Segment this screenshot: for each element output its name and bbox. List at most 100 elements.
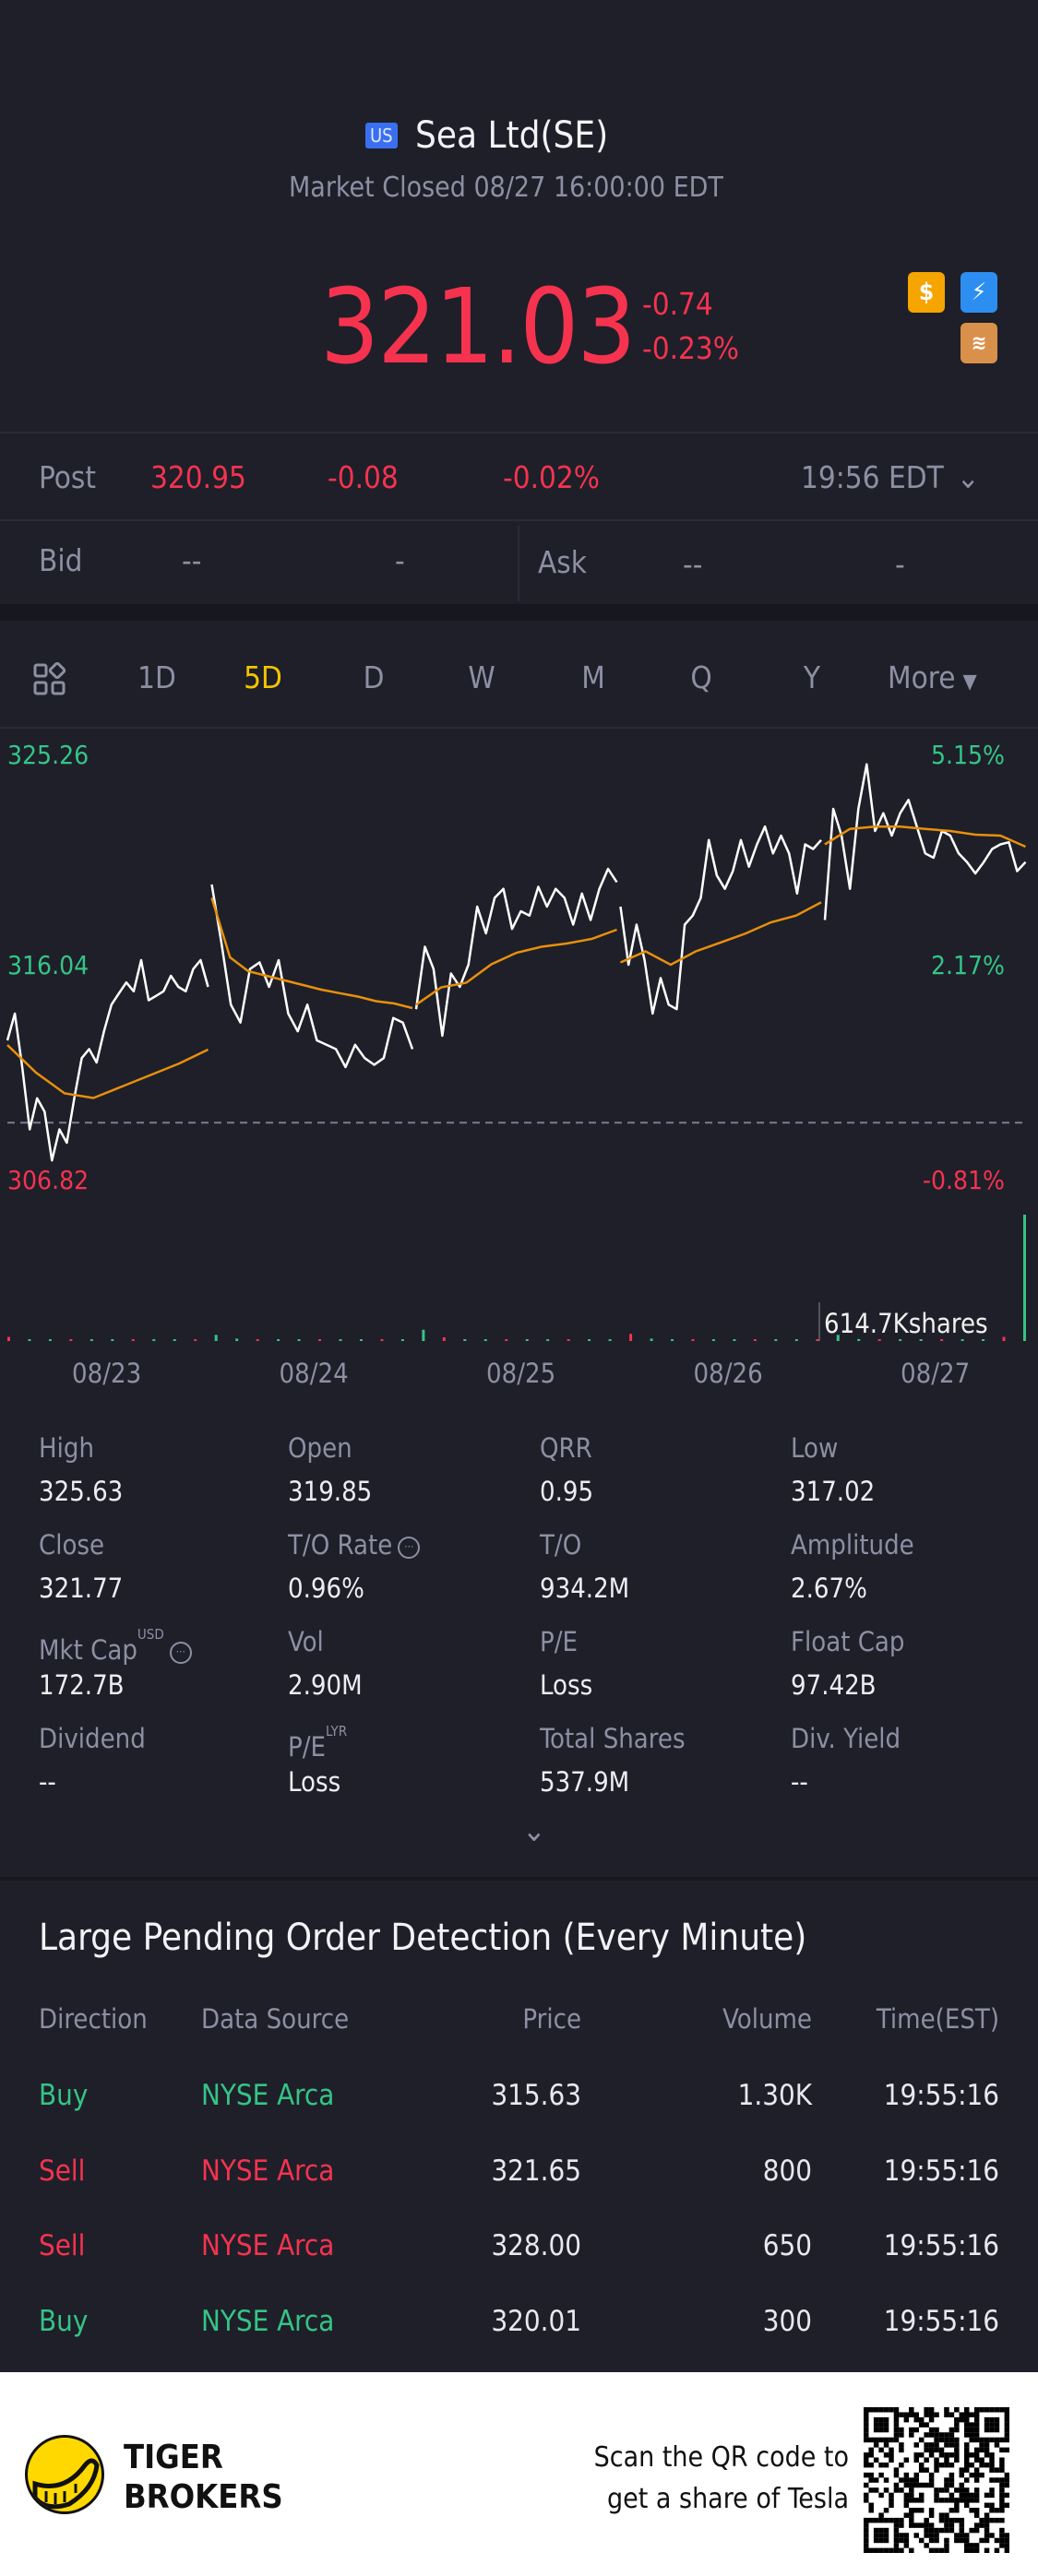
order-source: NYSE Arca bbox=[201, 2154, 335, 2188]
y-label-mid: 316.04 bbox=[7, 950, 89, 980]
stat-label: Open bbox=[288, 1432, 352, 1464]
tab-d[interactable]: D bbox=[363, 659, 385, 695]
avg-price-line bbox=[824, 825, 1027, 849]
stat-value: 319.85 bbox=[288, 1476, 373, 1507]
bid-label: Bid bbox=[39, 542, 83, 578]
price-change: -0.74 bbox=[642, 286, 713, 322]
stat-label: High bbox=[39, 1432, 94, 1464]
volume-bar bbox=[982, 1339, 985, 1341]
caret-down-icon: ▼ bbox=[962, 671, 977, 694]
volume-bar bbox=[940, 1339, 944, 1341]
x-label: 08/25 bbox=[486, 1358, 556, 1389]
stat-label: T/O bbox=[540, 1529, 582, 1561]
volume-bar bbox=[753, 1339, 757, 1341]
volume-bar bbox=[919, 1339, 923, 1341]
pct-label-mid: 2.17% bbox=[930, 950, 1005, 980]
volume-bar bbox=[567, 1339, 570, 1341]
order-source: NYSE Arca bbox=[201, 2079, 335, 2112]
volume-bar bbox=[1023, 1215, 1026, 1341]
volume-bar bbox=[733, 1339, 736, 1341]
price-chart[interactable] bbox=[0, 729, 1038, 1402]
post-change-pct: -0.02% bbox=[503, 459, 601, 495]
info-icon[interactable]: ··· bbox=[398, 1537, 421, 1559]
tab-y[interactable]: Y bbox=[803, 659, 821, 695]
tab-1d[interactable]: 1D bbox=[137, 659, 176, 695]
volume-bar bbox=[277, 1339, 280, 1341]
info-icon[interactable]: ··· bbox=[169, 1642, 192, 1664]
stat-value: 537.9M bbox=[540, 1766, 630, 1798]
price-line bbox=[619, 825, 822, 1015]
x-label: 08/24 bbox=[279, 1358, 349, 1389]
stat-value: 934.2M bbox=[540, 1573, 630, 1604]
tab-w[interactable]: W bbox=[468, 659, 495, 695]
x-label: 08/27 bbox=[901, 1358, 971, 1389]
ask-size: - bbox=[895, 546, 905, 582]
bid-size: - bbox=[395, 542, 405, 578]
qr-code bbox=[864, 2407, 1009, 2553]
tiger-logo-icon bbox=[25, 2435, 104, 2514]
bid-price: -- bbox=[182, 542, 202, 578]
tab-5d[interactable]: 5D bbox=[244, 659, 282, 695]
order-time: 19:55:16 bbox=[883, 2154, 999, 2188]
volume-bar bbox=[525, 1339, 529, 1341]
volume-bar bbox=[836, 1335, 840, 1341]
volume-bar bbox=[442, 1336, 446, 1341]
volume-bar bbox=[69, 1339, 73, 1341]
post-time-dropdown[interactable]: 19:56 EDT ⌄ bbox=[801, 459, 980, 495]
header-time: Time(EST) bbox=[876, 2003, 999, 2035]
tab-m[interactable]: M bbox=[581, 659, 605, 695]
volume-bar bbox=[111, 1339, 114, 1341]
layers-icon[interactable]: ≋ bbox=[960, 323, 997, 363]
stat-value: 317.02 bbox=[791, 1476, 876, 1507]
volume-bar bbox=[505, 1339, 508, 1341]
order-direction: Buy bbox=[39, 2304, 89, 2338]
volume-bar bbox=[1002, 1336, 1006, 1341]
volume-bar bbox=[629, 1334, 633, 1341]
stat-label: P/ELYR bbox=[288, 1723, 348, 1763]
post-change: -0.08 bbox=[328, 459, 399, 495]
volume-bar bbox=[463, 1339, 467, 1341]
volume-bar bbox=[235, 1338, 239, 1341]
order-direction: Sell bbox=[39, 2229, 86, 2262]
expand-chevron-icon[interactable]: ⌄ bbox=[522, 1812, 546, 1849]
order-source: NYSE Arca bbox=[201, 2304, 335, 2338]
stat-label: Vol bbox=[288, 1626, 324, 1657]
volume-bar bbox=[691, 1339, 695, 1341]
ask-label: Ask bbox=[538, 544, 587, 580]
price-line bbox=[414, 867, 618, 1038]
order-time: 19:55:16 bbox=[883, 2079, 999, 2112]
header-direction: Direction bbox=[39, 2003, 148, 2035]
stock-title: Sea Ltd(SE) bbox=[415, 114, 609, 157]
pct-label-top: 5.15% bbox=[930, 740, 1005, 770]
y-label-bottom: 306.82 bbox=[7, 1165, 89, 1195]
volume-label: 614.7Kshares bbox=[824, 1308, 988, 1339]
price-line bbox=[823, 763, 1027, 920]
volume-bar bbox=[28, 1339, 31, 1341]
order-price: 315.63 bbox=[491, 2079, 581, 2112]
post-label: Post bbox=[39, 459, 96, 495]
dollar-icon[interactable]: $ bbox=[908, 272, 945, 313]
avg-price-line bbox=[210, 897, 413, 1010]
orders-title: Large Pending Order Detection (Every Min… bbox=[39, 1917, 807, 1959]
order-price: 320.01 bbox=[491, 2304, 581, 2338]
x-label: 08/26 bbox=[693, 1358, 763, 1389]
grid-layout-icon[interactable] bbox=[32, 661, 67, 697]
market-badge: US bbox=[365, 123, 398, 148]
lightning-icon[interactable]: ⚡ bbox=[960, 272, 997, 313]
avg-price-line bbox=[619, 901, 822, 967]
price-line bbox=[210, 884, 414, 1069]
stat-label: Mkt CapUSD··· bbox=[39, 1626, 192, 1666]
more-dropdown[interactable]: More ▼ bbox=[888, 659, 977, 695]
stat-value: 97.42B bbox=[791, 1669, 877, 1701]
volume-bar bbox=[816, 1339, 819, 1341]
stat-label: QRR bbox=[540, 1432, 592, 1464]
order-time: 19:55:16 bbox=[883, 2304, 999, 2338]
tab-q[interactable]: Q bbox=[690, 659, 712, 695]
volume-bar bbox=[711, 1339, 715, 1341]
volume-bar bbox=[194, 1339, 197, 1341]
volume-bar bbox=[857, 1338, 861, 1341]
order-time: 19:55:16 bbox=[883, 2229, 999, 2262]
brand-line2: BROKERS bbox=[124, 2478, 283, 2516]
stat-label: Low bbox=[791, 1432, 839, 1464]
volume-bar bbox=[877, 1339, 881, 1341]
